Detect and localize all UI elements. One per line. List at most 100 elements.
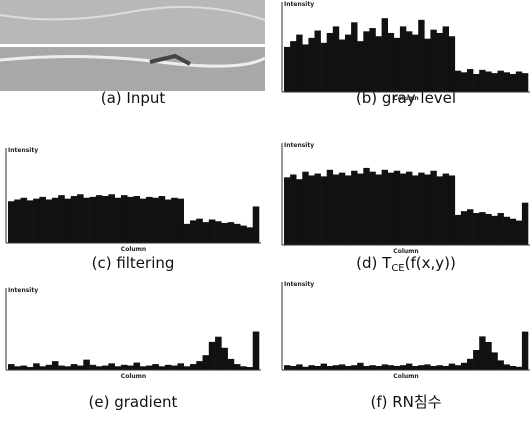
bar xyxy=(296,34,303,92)
bar xyxy=(202,355,210,370)
x-axis-label: Column xyxy=(393,373,418,380)
caption: (e) gradient xyxy=(89,393,178,411)
bar xyxy=(314,366,321,370)
bar xyxy=(479,212,486,245)
bar xyxy=(320,42,327,92)
bar xyxy=(454,214,462,245)
bar xyxy=(369,171,376,245)
input-image xyxy=(0,0,266,91)
bar xyxy=(442,173,449,245)
bar xyxy=(363,167,370,245)
caption: (b) gray level xyxy=(356,89,456,107)
bar xyxy=(491,352,498,370)
bar xyxy=(381,169,388,245)
bar xyxy=(515,220,523,245)
bar xyxy=(399,173,407,245)
bar xyxy=(26,367,34,370)
bar xyxy=(83,197,90,243)
bar xyxy=(227,222,235,243)
bar xyxy=(473,350,480,370)
bar xyxy=(406,171,413,245)
bar xyxy=(39,196,46,243)
caption-text: (b) gray level xyxy=(356,89,456,107)
bar xyxy=(127,196,134,243)
bar xyxy=(412,175,419,245)
bar xyxy=(164,199,172,243)
bar xyxy=(338,364,346,370)
bar xyxy=(284,46,291,92)
bar xyxy=(314,30,321,92)
bar xyxy=(120,364,128,370)
bar xyxy=(139,366,147,370)
bar xyxy=(393,366,401,370)
x-axis-label: Column xyxy=(393,95,418,102)
bar xyxy=(233,223,241,243)
bar xyxy=(503,364,510,370)
bar xyxy=(51,361,59,370)
bar xyxy=(454,70,462,92)
bar xyxy=(208,341,216,370)
bar xyxy=(369,28,376,92)
bar xyxy=(183,366,191,370)
bar xyxy=(418,19,425,93)
bar xyxy=(503,216,510,245)
bar xyxy=(351,22,358,92)
bar xyxy=(215,221,222,243)
bar xyxy=(473,213,480,245)
bar xyxy=(387,365,395,370)
bar xyxy=(424,364,431,370)
bar xyxy=(308,175,315,245)
bar xyxy=(485,71,492,92)
bar xyxy=(436,32,443,92)
bar xyxy=(363,31,370,92)
bar xyxy=(146,196,153,243)
bar xyxy=(326,32,334,92)
bar xyxy=(290,174,297,245)
bar xyxy=(406,363,413,370)
x-axis-label: Column xyxy=(121,373,146,380)
bar xyxy=(77,194,84,243)
caption-subscript: CE xyxy=(391,263,404,274)
bar xyxy=(158,196,166,243)
bar xyxy=(338,39,346,92)
bar xyxy=(375,174,382,245)
bar xyxy=(515,71,523,92)
bar xyxy=(399,365,407,370)
bar xyxy=(208,219,216,243)
bar xyxy=(45,199,53,243)
bar xyxy=(454,365,462,370)
bar xyxy=(326,169,334,245)
bar xyxy=(460,211,468,245)
caption: (d) TCE(f(x,y)) xyxy=(356,254,456,274)
bar xyxy=(296,179,303,245)
bar xyxy=(485,213,492,245)
profile-chart: Intensity Column xyxy=(281,281,530,380)
bar xyxy=(460,362,468,370)
bar xyxy=(515,366,523,370)
profile-chart: Intensity Column xyxy=(281,1,530,102)
bar xyxy=(314,173,321,245)
bar xyxy=(375,36,382,92)
bar xyxy=(357,173,364,245)
bar xyxy=(108,363,115,370)
bar xyxy=(177,198,184,243)
bar xyxy=(412,366,419,370)
bar xyxy=(70,196,78,243)
bar xyxy=(20,197,28,243)
bar xyxy=(152,364,159,370)
bar xyxy=(240,225,247,243)
bar xyxy=(45,364,53,370)
bar xyxy=(332,174,340,245)
bar xyxy=(345,175,352,245)
y-axis-label: Intensity xyxy=(284,1,314,8)
bar xyxy=(127,365,134,370)
bar xyxy=(351,365,358,370)
bar xyxy=(89,196,97,243)
bar xyxy=(393,170,401,245)
bar xyxy=(302,366,309,370)
bar xyxy=(393,37,401,92)
image-strip-bottom xyxy=(0,47,265,91)
bar xyxy=(381,364,388,370)
bar xyxy=(412,34,419,92)
